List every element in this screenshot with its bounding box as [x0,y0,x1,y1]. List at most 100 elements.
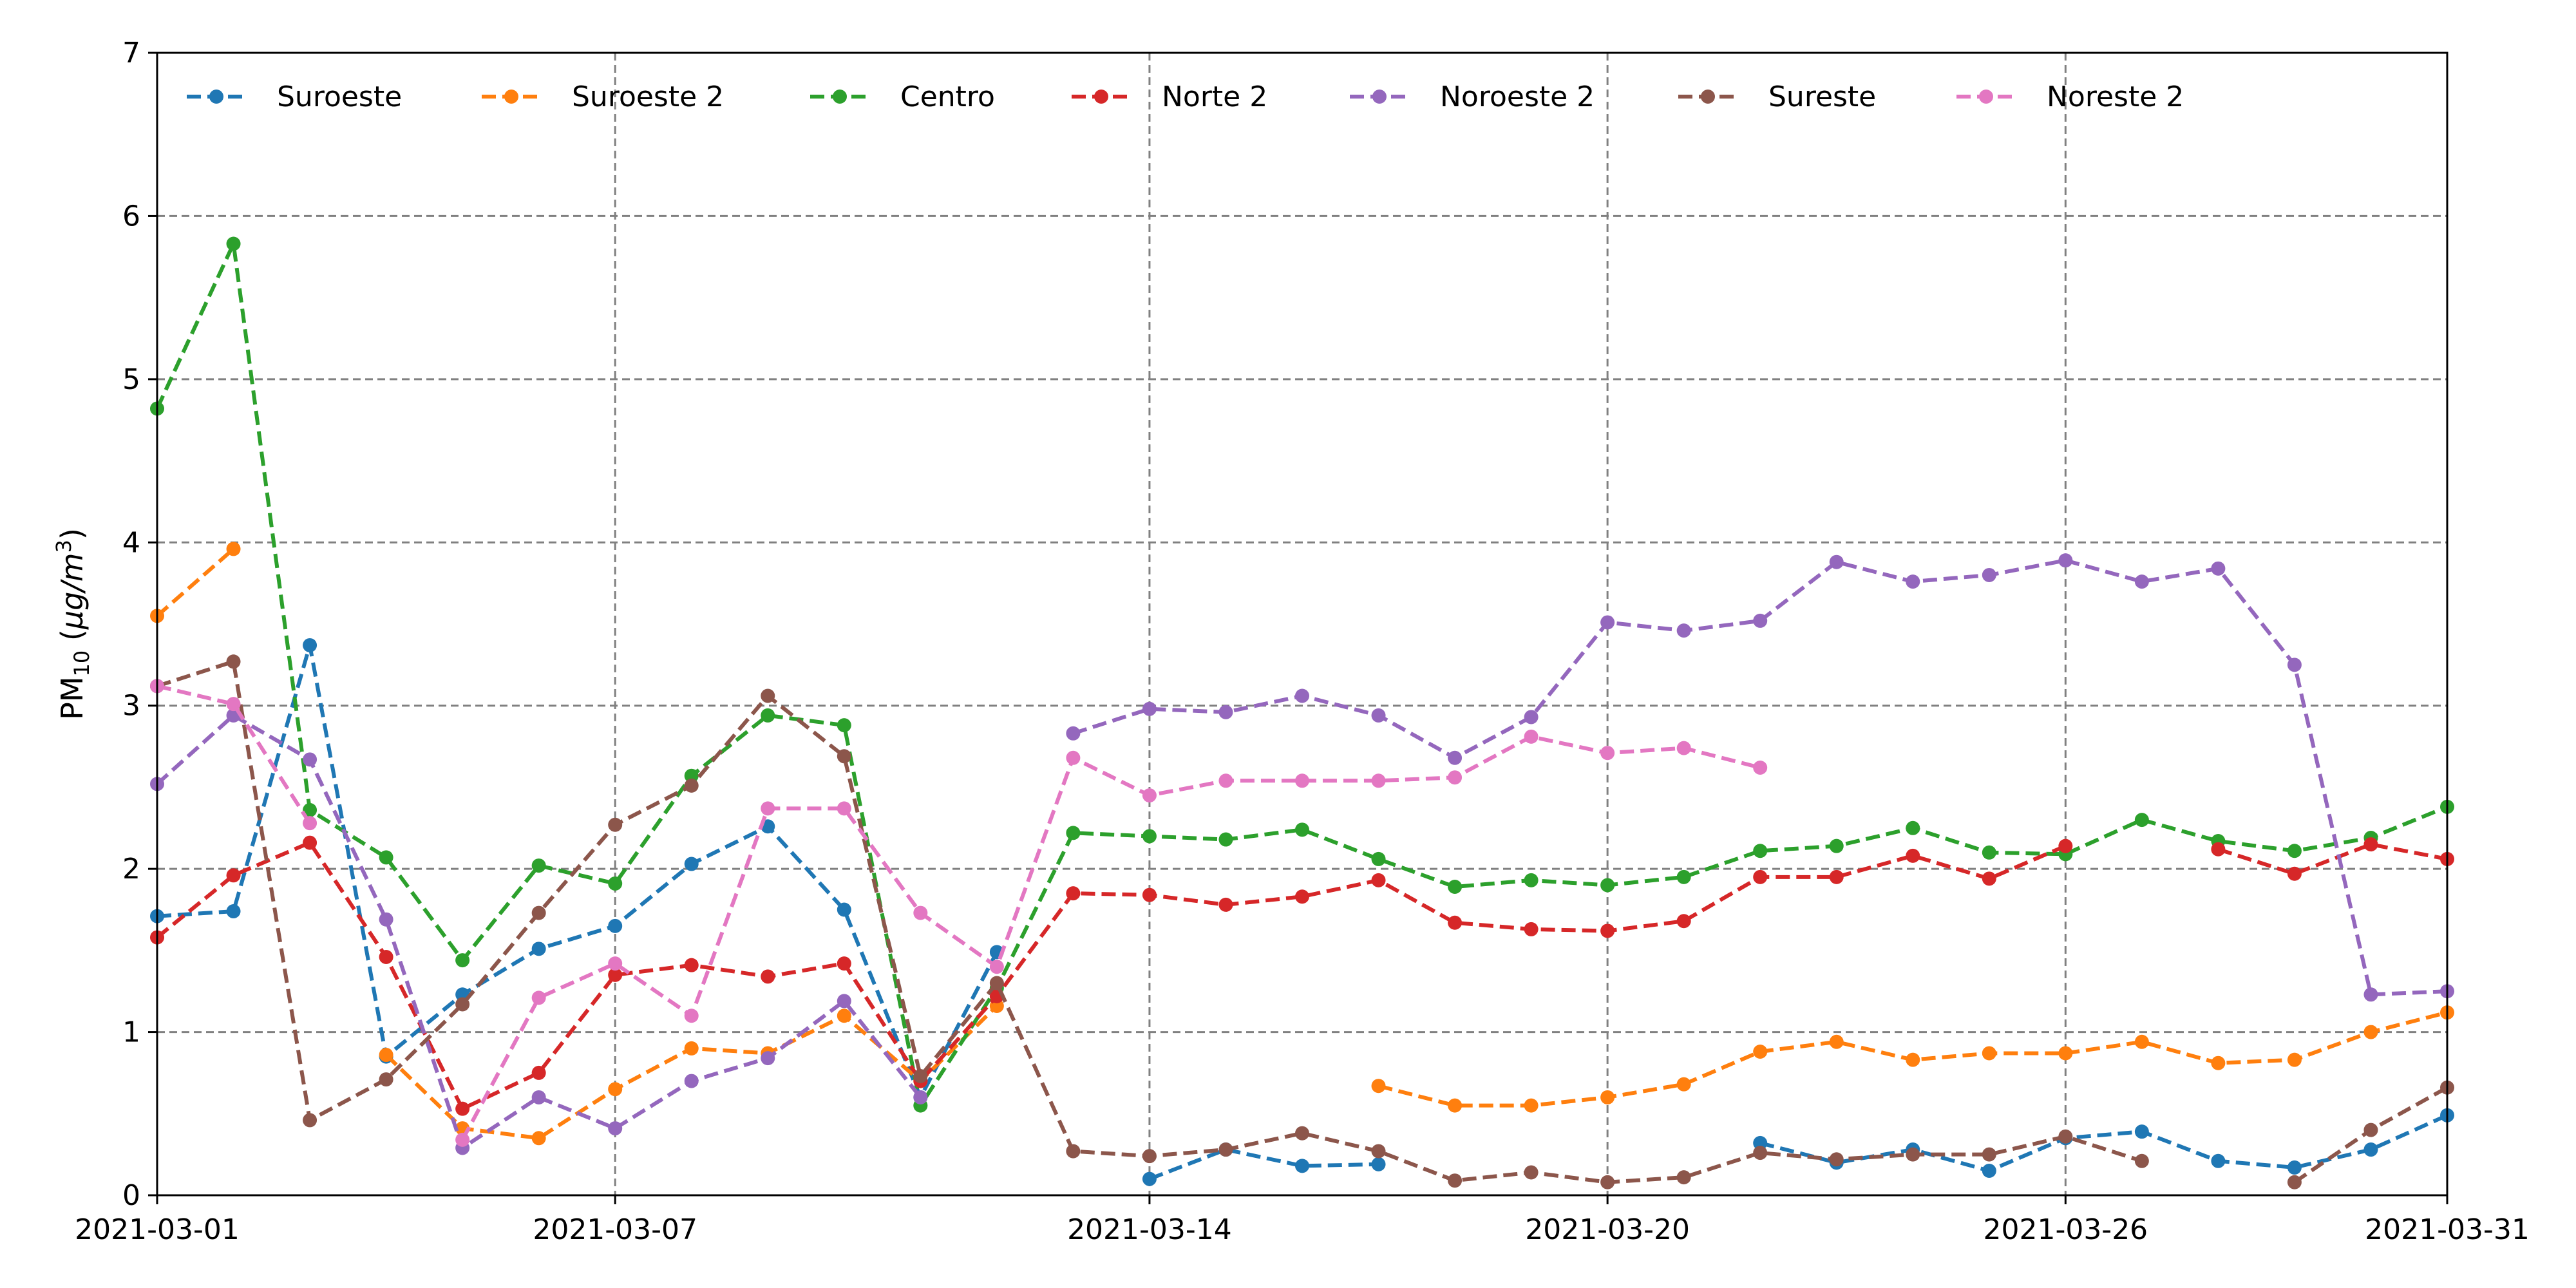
data-point [2211,1153,2226,1168]
data-point [1676,623,1691,638]
data-point [1753,844,1768,858]
data-point [608,817,623,832]
data-point [226,697,241,712]
data-point [1066,1144,1081,1159]
data-point [2134,1153,2149,1168]
data-point [531,942,546,956]
data-point [1524,1098,1539,1113]
plot-frame [156,52,2448,1197]
data-point [379,1048,393,1063]
data-point [1906,574,1920,589]
legend-label: Suroeste 2 [572,80,724,113]
y-axis-label-unit-suffix: ) [55,528,90,540]
data-point [1218,1142,1233,1157]
data-point [1753,1146,1768,1160]
data-point [837,994,851,1009]
data-point [684,1074,699,1088]
data-point [684,768,699,783]
series-line [156,643,999,1099]
data-point [608,1082,623,1097]
data-point [913,1090,928,1104]
data-point [2134,574,2149,589]
data-point [303,638,317,652]
series-layer [150,236,2454,1189]
data-point [531,1065,546,1080]
data-point [1371,708,1386,723]
data-point [1295,822,1309,837]
data-point [837,718,851,733]
data-point [1295,1159,1309,1173]
data-point [226,904,241,919]
data-point [1753,1044,1768,1059]
data-point [1142,887,1157,902]
data-point [2134,813,2149,828]
data-point [913,905,928,920]
data-point [226,236,241,251]
data-point [303,1113,317,1128]
y-axis-label-unit-prefix: ( [55,629,90,650]
data-point [226,654,241,669]
data-point [1142,829,1157,844]
series-sureste [150,654,2454,1189]
data-point [1829,554,1844,569]
y-tick-label: 2 [122,853,140,886]
data-point [1142,1171,1157,1186]
data-point [1295,688,1309,703]
data-point [684,958,699,972]
data-point [1982,871,1996,886]
data-point [1524,1165,1539,1180]
data-point [913,1068,928,1083]
data-point [226,542,241,556]
legend-item: Norte 2 [1072,80,1267,113]
data-point [2287,844,2302,858]
data-point [1448,880,1463,895]
series-line [1759,1113,2448,1173]
data-point [1371,873,1386,887]
series-norte-2 [150,835,2454,1116]
data-point [1676,869,1691,884]
y-axis-label-unit: μg/m [55,553,90,630]
data-point [837,1009,851,1023]
data-point [1982,845,1996,860]
data-point [379,1072,393,1087]
y-tick-label: 4 [122,526,140,559]
data-point [1066,826,1081,840]
data-point [1448,770,1463,785]
data-point [2363,837,2378,852]
data-point [1142,788,1157,803]
data-point [1982,1147,1996,1162]
data-point [1448,915,1463,930]
data-point [761,1051,775,1066]
y-axis-label: PM10 (μg/m3) [52,528,94,720]
y-axis-label-base: PM [55,676,90,719]
data-point [1906,848,1920,863]
data-point [531,1090,546,1104]
legend-swatch-marker [1979,90,1993,104]
data-point [2363,1025,2378,1039]
data-point [1906,820,1920,835]
data-point [1676,914,1691,929]
data-point [608,1121,623,1136]
data-point [455,953,470,968]
data-point [1829,838,1844,853]
legend-item: Noroeste 2 [1350,80,1595,113]
data-point [761,688,775,703]
data-point [1371,773,1386,788]
data-point [303,816,317,831]
legend-item: Centro [810,80,995,113]
data-point [608,918,623,933]
data-point [1371,1079,1386,1094]
data-point [608,956,623,971]
data-point [989,960,1004,974]
data-point [1676,1170,1691,1185]
data-point [1600,878,1615,893]
data-point [531,858,546,873]
data-point [761,969,775,984]
y-axis-label-subscript: 10 [70,650,94,677]
x-tick-label: 2021-03-31 [2365,1213,2530,1246]
data-point [1371,1144,1386,1159]
legend-swatch-marker [1701,90,1715,104]
data-point [1982,567,1996,582]
data-point [2134,1124,2149,1139]
data-point [1753,1135,1768,1150]
